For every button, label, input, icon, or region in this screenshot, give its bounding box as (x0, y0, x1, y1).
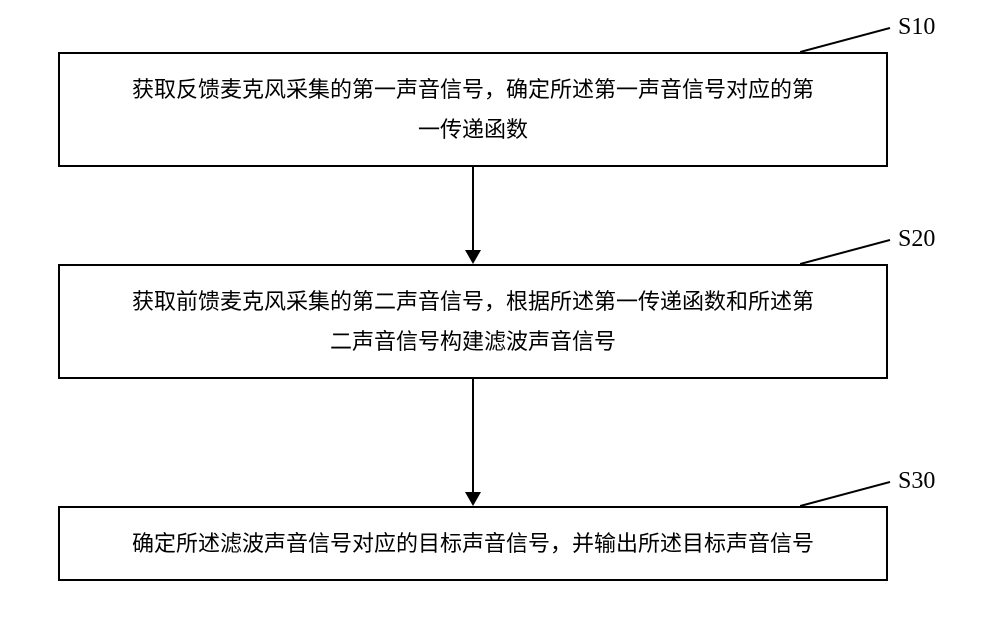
arrow-line-1 (472, 167, 474, 250)
label3-text: S30 (898, 468, 935, 494)
arrow-head-1 (465, 250, 481, 264)
arrow-line-2 (472, 379, 474, 492)
label-tick-2 (800, 238, 892, 266)
label-tick-1 (800, 26, 892, 54)
label2-text: S20 (898, 226, 935, 252)
step-label-3: S30 (898, 468, 935, 495)
label1-text: S10 (898, 14, 935, 40)
flow-box-1: 获取反馈麦克风采集的第一声音信号，确定所述第一声音信号对应的第 一传递函数 (58, 52, 888, 167)
box1-line1: 获取反馈麦克风采集的第一声音信号，确定所述第一声音信号对应的第 (132, 77, 814, 102)
flow-box-2: 获取前馈麦克风采集的第二声音信号，根据所述第一传递函数和所述第 二声音信号构建滤… (58, 264, 888, 379)
label-tick-3 (800, 480, 892, 508)
flowchart-container: 获取反馈麦克风采集的第一声音信号，确定所述第一声音信号对应的第 一传递函数 S1… (0, 0, 1000, 623)
box3-line1: 确定所述滤波声音信号对应的目标声音信号，并输出所述目标声音信号 (132, 531, 814, 556)
box2-line2: 二声音信号构建滤波声音信号 (330, 329, 616, 354)
step-label-2: S20 (898, 226, 935, 253)
arrow-head-2 (465, 492, 481, 506)
flow-box-3: 确定所述滤波声音信号对应的目标声音信号，并输出所述目标声音信号 (58, 506, 888, 581)
step-label-1: S10 (898, 14, 935, 41)
flow-box-3-text: 确定所述滤波声音信号对应的目标声音信号，并输出所述目标声音信号 (112, 514, 834, 574)
flow-box-1-text: 获取反馈麦克风采集的第一声音信号，确定所述第一声音信号对应的第 一传递函数 (112, 60, 834, 159)
flow-box-2-text: 获取前馈麦克风采集的第二声音信号，根据所述第一传递函数和所述第 二声音信号构建滤… (112, 272, 834, 371)
box1-line2: 一传递函数 (418, 117, 528, 142)
box2-line1: 获取前馈麦克风采集的第二声音信号，根据所述第一传递函数和所述第 (132, 289, 814, 314)
